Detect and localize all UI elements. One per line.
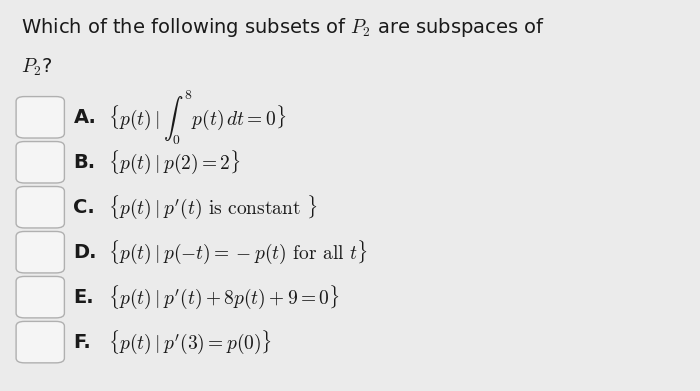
Text: $\{p(t)\mid p'(t)\text{ is constant }\}$: $\{p(t)\mid p'(t)\text{ is constant }\}$: [108, 194, 318, 221]
Text: $\{p(t)\mid p'(3)=p(0)\}$: $\{p(t)\mid p'(3)=p(0)\}$: [108, 328, 272, 356]
Text: $\{p(t)\mid\int_0^8 p(t)\,dt=0\}$: $\{p(t)\mid\int_0^8 p(t)\,dt=0\}$: [108, 88, 287, 147]
Text: $\{p(t)\mid p'(t)+8p(t)+9=0\}$: $\{p(t)\mid p'(t)+8p(t)+9=0\}$: [108, 283, 340, 311]
Text: $\{p(t)\mid p(-t)=-p(t)\text{ for all }t\}$: $\{p(t)\mid p(-t)=-p(t)\text{ for all }t…: [108, 239, 368, 266]
Text: F.: F.: [74, 333, 91, 352]
Text: A.: A.: [74, 108, 97, 127]
Text: B.: B.: [74, 153, 96, 172]
Text: D.: D.: [74, 243, 97, 262]
Text: $\{p(t)\mid p(2)=2\}$: $\{p(t)\mid p(2)=2\}$: [108, 149, 241, 176]
Text: $P_2$?: $P_2$?: [21, 57, 52, 78]
Text: E.: E.: [74, 288, 94, 307]
Text: C.: C.: [74, 198, 95, 217]
Text: Which of the following subsets of $P_2$ are subspaces of: Which of the following subsets of $P_2$ …: [21, 16, 545, 39]
